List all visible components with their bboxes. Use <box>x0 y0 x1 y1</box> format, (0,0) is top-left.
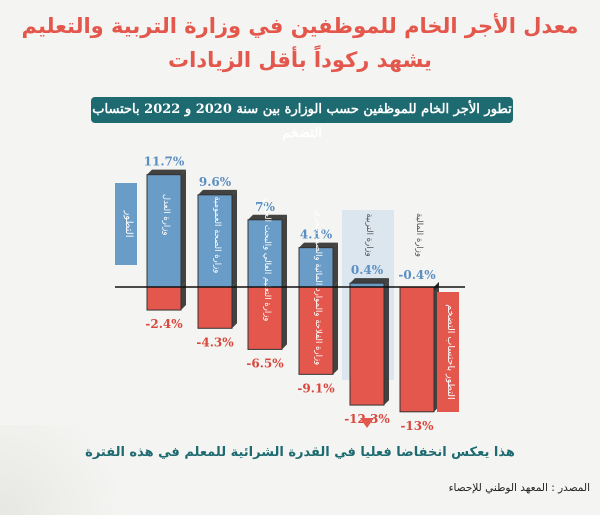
negative-bar-4-side <box>333 282 338 375</box>
negative-value-label: -13% <box>400 419 434 433</box>
positive-bar-2 <box>197 194 233 288</box>
positive-value-label: -0.4% <box>398 268 436 282</box>
category-label: وزارة التعليم العالي والبحث العلمي <box>262 198 272 321</box>
positive-bar-4 <box>298 247 334 288</box>
positive-bar-3-side <box>282 214 287 287</box>
footnote-text: هذا يعكس انخفاضا فعليا في القدرة الشرائي… <box>85 445 515 460</box>
negative-bar-5-side <box>384 282 389 406</box>
positive-bar-1 <box>146 174 182 288</box>
positive-bar-4-top <box>299 242 338 248</box>
positive-value-label: 9.6% <box>199 175 232 189</box>
positive-value-label: 11.7% <box>144 155 185 169</box>
category-label: وزارة المالية <box>414 213 424 257</box>
background-decoration <box>0 425 140 515</box>
negative-bar-6 <box>399 286 435 413</box>
negative-value-label: -4.3% <box>196 335 234 349</box>
negative-value-label: -2.4% <box>145 317 183 331</box>
category-label: وزارة التربية <box>364 213 374 257</box>
positive-bar-1-top <box>147 169 186 175</box>
positive-bar-4-side <box>333 242 338 287</box>
negative-value-label: -9.1% <box>297 381 335 395</box>
positive-bar-5-side <box>384 278 389 287</box>
positive-bar-1-side <box>181 169 186 287</box>
title-line-1: معدل الأجر الخام للموظفين في وزارة الترب… <box>21 14 579 38</box>
highlight-arrow <box>360 418 374 428</box>
negative-bar-3-side <box>282 282 287 350</box>
positive-bar-5-top <box>350 278 389 284</box>
category-label: وزارة الصحة العمومية <box>212 196 222 273</box>
negative-bar-1 <box>146 286 182 311</box>
positive-value-label: 7% <box>255 200 275 214</box>
negative-bar-4 <box>298 286 334 375</box>
legend-positive-swatch <box>115 183 137 265</box>
positive-value-label: 0.4% <box>351 263 384 277</box>
legend-negative-swatch <box>437 292 459 412</box>
legend-negative-label: التطور باحتساب التضخم <box>445 304 456 399</box>
positive-value-label: 4.1% <box>300 228 333 242</box>
title-line-2: يشهد ركوداً بأقل الزيادات <box>168 48 432 72</box>
positive-bar-3 <box>247 219 283 288</box>
positive-bar-2-side <box>232 189 237 287</box>
negative-value-label: -6.5% <box>246 356 284 370</box>
legend-positive-label: التطور <box>123 209 134 237</box>
negative-bar-2-side <box>232 282 237 329</box>
category-label: وزارة العدل <box>161 194 171 236</box>
positive-bar-2-top <box>198 189 237 195</box>
chart-subtitle: تطور الأجر الخام للموظفين حسب الوزارة بي… <box>92 98 512 141</box>
negative-bar-5 <box>349 286 385 406</box>
negative-bar-2 <box>197 286 233 329</box>
negative-bar-1-side <box>181 282 186 311</box>
source-note: المصدر : المعهد الوطني للإحصاء <box>448 482 590 494</box>
positive-bar-3-top <box>248 214 287 220</box>
